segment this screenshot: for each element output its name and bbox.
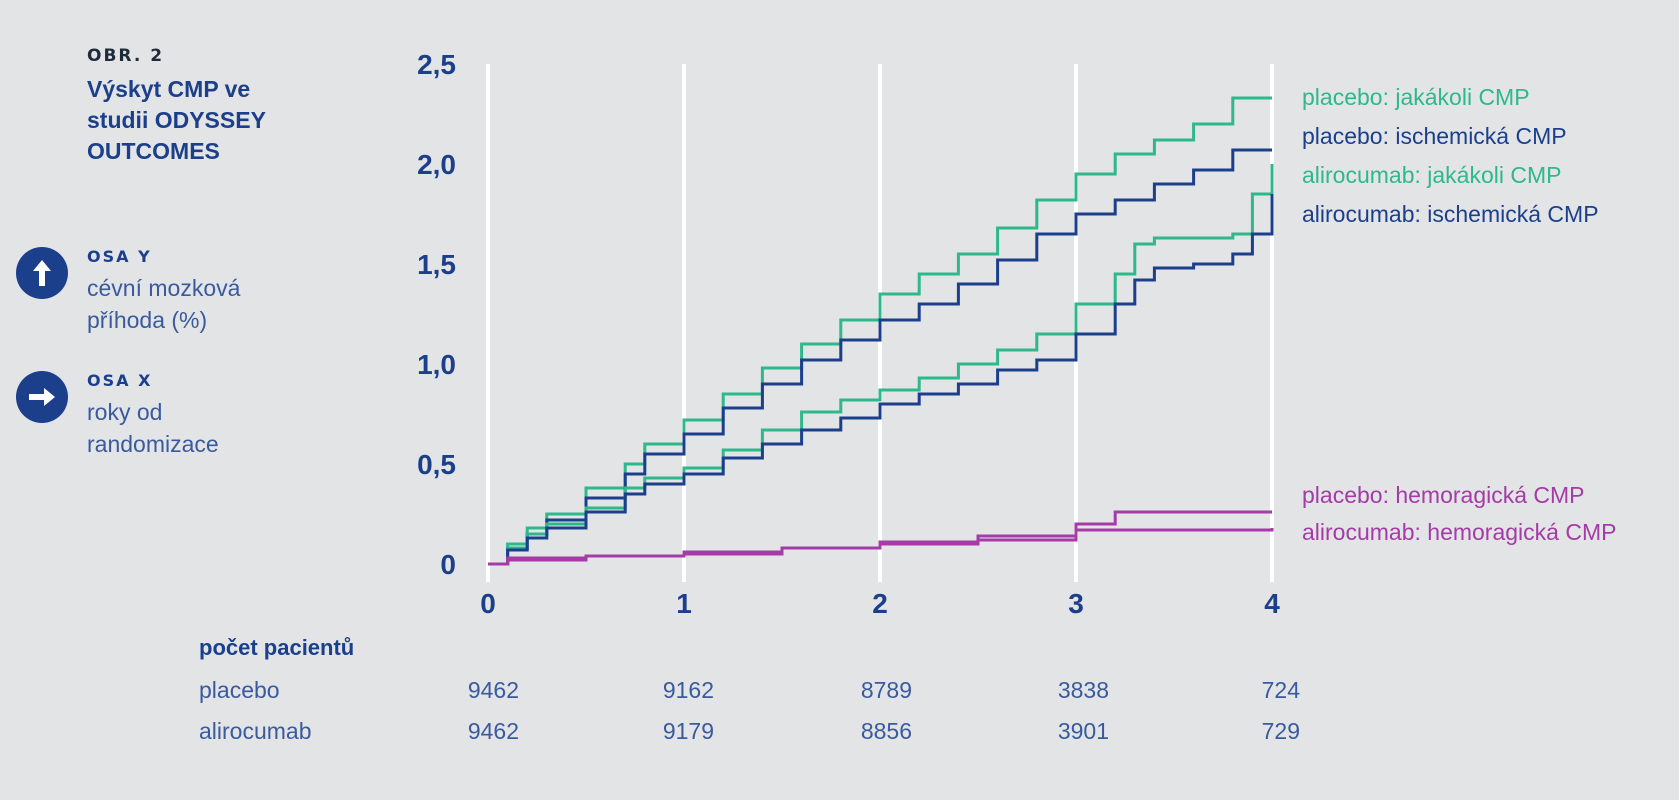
legend-label-alirocumab-hemorrhagic: alirocumab: hemoragická CMP <box>1302 519 1616 545</box>
series-line-alirocumab-hemorrhagic <box>488 528 1274 566</box>
patients-row-label-alirocumab: alirocumab <box>199 718 312 744</box>
legend-label-placebo-ischemic: placebo: ischemická CMP <box>1302 123 1567 149</box>
legend-label-alirocumab-ischemic: alirocumab: ischemická CMP <box>1302 201 1599 227</box>
x-tick-label: 4 <box>1264 588 1280 619</box>
x-axis-heading: OSA X <box>87 371 153 390</box>
x-tick-label: 1 <box>676 588 692 619</box>
y-tick-label: 1,5 <box>417 249 456 280</box>
arrow-right-icon <box>16 371 68 423</box>
legend-label-placebo-hemorrhagic: placebo: hemoragická CMP <box>1302 482 1585 508</box>
y-tick-label: 1,0 <box>417 349 456 380</box>
chart: 0 0,5 1,0 1,5 2,0 2,5 0 1 2 3 4 placebo: jakákoli C… <box>417 49 1616 619</box>
patients-cell: 724 <box>1261 677 1300 703</box>
patients-cell: 9462 <box>467 677 519 703</box>
y-tick-label: 0 <box>440 549 456 580</box>
x-tick-label: 2 <box>872 588 888 619</box>
figure-title: Výskyt CMP ve studii ODYSSEY OUTCOMES <box>87 76 266 164</box>
y-axis-heading: OSA Y <box>87 247 152 266</box>
legend-label-placebo-any: placebo: jakákoli CMP <box>1302 84 1530 110</box>
y-axis-description: cévní mozková příhoda (%) <box>87 275 241 333</box>
patients-cell: 729 <box>1261 718 1300 744</box>
arrow-up-icon <box>16 247 68 299</box>
series-line-alirocumab-ischemic <box>488 194 1274 566</box>
figure-label: OBR. 2 <box>87 46 165 66</box>
patients-cell: 9162 <box>662 677 714 703</box>
legend-label-alirocumab-any: alirocumab: jakákoli CMP <box>1302 162 1561 188</box>
y-tick-label: 2,0 <box>417 149 456 180</box>
patients-cell: 3838 <box>1057 677 1109 703</box>
x-axis-description: roky od randomizace <box>87 399 219 457</box>
patients-cell: 9179 <box>662 718 714 744</box>
patients-cell: 8789 <box>860 677 912 703</box>
patients-cell: 9462 <box>467 718 519 744</box>
patients-row-label-placebo: placebo <box>199 677 280 703</box>
y-tick-label: 0,5 <box>417 449 456 480</box>
patients-cell: 8856 <box>860 718 912 744</box>
patients-cell: 3901 <box>1057 718 1109 744</box>
y-tick-label: 2,5 <box>417 49 456 80</box>
patients-table-heading: počet pacientů <box>199 635 355 660</box>
x-tick-label: 3 <box>1068 588 1084 619</box>
x-tick-label: 0 <box>480 588 496 619</box>
